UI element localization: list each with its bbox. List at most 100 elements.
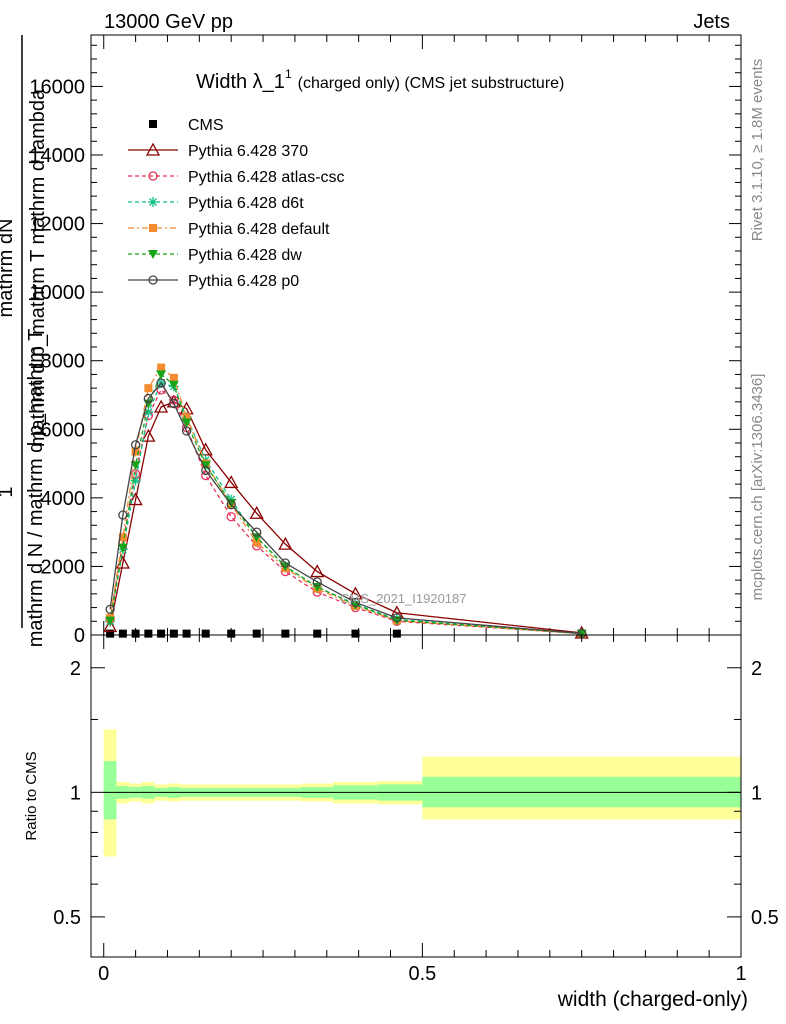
main-panel: 0 2000 4000 6000 8000 10000 12000 14000 16000 CM… — [29, 34, 742, 647]
series-point — [130, 475, 141, 486]
main-ylabel-left-top: 1 — [0, 486, 17, 497]
legend-marker — [148, 250, 158, 259]
series-point — [201, 629, 210, 638]
header-jets: Jets — [693, 11, 730, 33]
series-line — [109, 381, 582, 635]
legend-label: Pythia 6.428 d6t — [188, 195, 304, 212]
series-point — [169, 398, 179, 409]
legend-label: Pythia 6.428 370 — [188, 143, 308, 160]
ratio-y-tick-label-right: 1 — [751, 782, 762, 804]
legend-label: Pythia 6.428 dw — [188, 247, 302, 264]
series-point — [118, 533, 127, 542]
ratio-y-tick-label: 1 — [70, 782, 81, 804]
ratio-x-ticks: 0 0.5 1 — [98, 635, 747, 985]
series-point — [182, 629, 191, 638]
series-point — [105, 604, 115, 614]
x-tick-label: 0 — [98, 963, 109, 985]
series-point — [157, 363, 166, 372]
x-tick-label: 1 — [735, 963, 746, 985]
series-point — [224, 475, 239, 489]
series-point — [117, 543, 128, 553]
legend-marker — [149, 224, 157, 232]
x-tick-label: 0.5 — [408, 963, 436, 985]
series-point — [144, 384, 153, 393]
mcplots-label: mcplots.cern.ch [arXiv:1306.3436] — [749, 374, 766, 601]
series-point — [392, 613, 402, 623]
series-point — [106, 629, 115, 638]
legend-item: Pythia 6.428 370 — [128, 142, 308, 160]
series-line — [109, 401, 582, 634]
ratio-y-tick-label: 2 — [70, 658, 81, 680]
main-ylabel-main: mathrm d p_mathrm T mathrm d lambda — [27, 88, 49, 447]
legend-item: Pythia 6.428 p0 — [128, 273, 299, 290]
legend-marker — [145, 142, 161, 156]
chart-title-main: Width λ_1 — [196, 71, 285, 93]
series-point — [141, 428, 156, 442]
x-axis-label: width (charged-only) — [557, 988, 748, 1011]
series-point — [201, 465, 211, 476]
series-point — [226, 512, 236, 522]
header-energy: 13000 GeV pp — [104, 11, 233, 33]
series-point — [128, 492, 143, 506]
ratio-ylabel: Ratio to CMS — [23, 751, 40, 840]
series-point — [168, 380, 179, 390]
series-point — [576, 629, 587, 639]
legend-item: Pythia 6.428 d6t — [128, 195, 304, 212]
series-point — [154, 399, 169, 413]
series-point — [143, 407, 154, 418]
legend-marker — [148, 275, 158, 285]
chart-title: Width λ_11 (charged only) (CMS jet substr… — [196, 67, 564, 93]
series-point — [118, 510, 128, 520]
main-y-tick-label: 4000 — [41, 488, 86, 510]
legend-label: CMS — [188, 117, 224, 134]
series-point — [169, 373, 178, 382]
main-y-tick-label: 8000 — [41, 351, 86, 373]
legend-label: Pythia 6.428 atlas-csc — [188, 169, 345, 186]
chart-title-suffix: (charged only) (CMS jet substructure) — [298, 75, 565, 92]
series-point — [312, 577, 322, 587]
main-ylabel-top: mathrm dN — [0, 219, 17, 318]
series-point — [156, 370, 167, 380]
series-point — [313, 629, 322, 638]
series-point — [130, 461, 141, 471]
ratio-y-ticks: 0.5 0.5 1 1 2 2 — [53, 658, 779, 929]
legend-item: CMS — [149, 117, 224, 134]
series-point — [252, 538, 261, 547]
series-point — [131, 629, 140, 638]
ratio-bands — [103, 729, 741, 857]
main-y-tick-label: 14000 — [29, 145, 85, 167]
legend-label: Pythia 6.428 p0 — [188, 273, 299, 290]
stat-band-bin — [103, 761, 117, 820]
series-point — [103, 619, 118, 633]
series-point — [118, 629, 127, 638]
ratio-y-tick-label: 0.5 — [53, 907, 81, 929]
series-0 — [106, 629, 401, 638]
ratio-y-tick-label-right: 0.5 — [751, 907, 779, 929]
series-6 — [105, 378, 587, 639]
series-point — [249, 505, 264, 519]
main-y-tick-label: 0 — [74, 625, 85, 647]
series-point — [169, 629, 178, 638]
ratio-frame — [90, 634, 742, 958]
main-y-tick-label: 2000 — [41, 556, 86, 578]
series-point — [181, 426, 192, 436]
series-point — [278, 536, 293, 550]
legend-marker — [148, 171, 158, 181]
legend-item: Pythia 6.428 dw — [128, 247, 302, 264]
main-y-tick-label: 10000 — [29, 282, 85, 304]
legend-label: Pythia 6.428 default — [188, 221, 330, 238]
rivet-label: Rivet 3.1.10, ≥ 1.8M events — [749, 59, 766, 242]
chart-title-sup: 1 — [285, 67, 292, 81]
series-point — [310, 564, 325, 578]
series-point — [156, 378, 166, 388]
main-ylabel-left-main: mathrm d N / mathrm d p_mathrm T — [25, 329, 47, 648]
main-y-tick-label: 16000 — [29, 76, 85, 98]
ratio-panel: 0.5 0.51 12 2 0 0.5 1 — [53, 634, 779, 985]
series-point — [281, 629, 290, 638]
main-y-tick-label: 6000 — [41, 419, 86, 441]
legend: CMS Pythia 6.428 370 Pythia 6.428 atlas-cs… — [128, 117, 345, 290]
series-point — [143, 393, 154, 404]
series-point — [252, 629, 261, 638]
series-point — [350, 597, 361, 608]
